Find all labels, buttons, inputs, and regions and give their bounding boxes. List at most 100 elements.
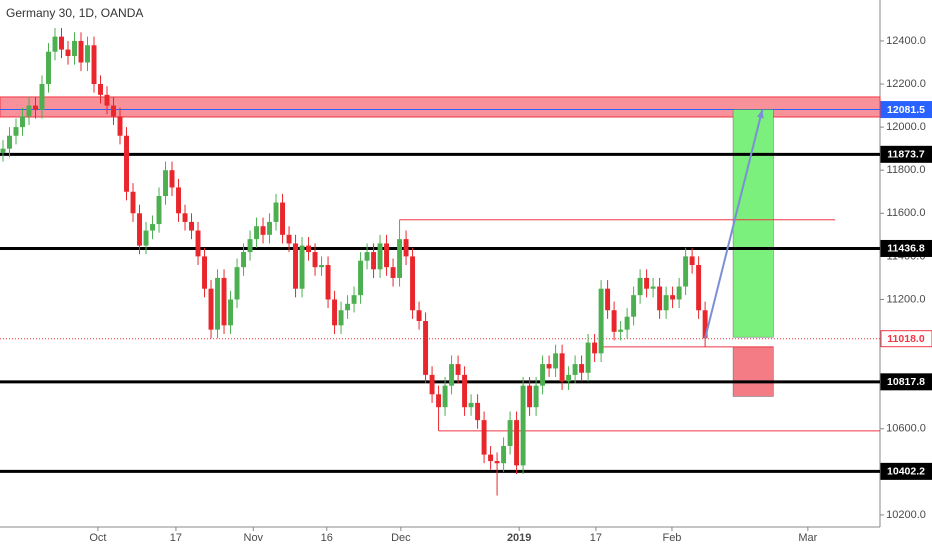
candle-body bbox=[390, 267, 396, 278]
candle-body bbox=[351, 295, 357, 304]
candle-body bbox=[358, 260, 364, 296]
candle-body bbox=[475, 402, 481, 421]
candle-body bbox=[553, 353, 559, 369]
candle-body bbox=[163, 170, 168, 197]
candle-body bbox=[0, 148, 6, 153]
candle-body bbox=[156, 196, 162, 225]
candle-body bbox=[286, 234, 292, 244]
candle-body bbox=[663, 295, 669, 311]
candle-body bbox=[488, 454, 494, 462]
candle-body bbox=[702, 310, 708, 339]
candle-body bbox=[423, 321, 429, 375]
candle-body bbox=[572, 364, 578, 375]
candle-body bbox=[52, 36, 58, 52]
price-label: 10817.8 bbox=[887, 376, 925, 388]
candle-body bbox=[481, 420, 487, 455]
candle-body bbox=[72, 40, 77, 57]
candle-body bbox=[13, 127, 19, 136]
price-label: 11436.8 bbox=[887, 243, 925, 255]
resistance-zone bbox=[0, 96, 881, 118]
candle-body bbox=[559, 353, 565, 382]
candle-body bbox=[429, 374, 435, 395]
candle-body bbox=[111, 105, 116, 117]
candle-body bbox=[683, 256, 689, 287]
candle-body bbox=[20, 116, 25, 128]
candle-body bbox=[644, 277, 650, 289]
candle-body bbox=[579, 364, 585, 373]
candle-body bbox=[306, 245, 312, 253]
candle-body bbox=[462, 374, 468, 408]
y-tick-label: 12200.0 bbox=[886, 78, 926, 90]
candle-body bbox=[293, 243, 299, 289]
candle-body bbox=[208, 288, 214, 330]
candle-body bbox=[520, 385, 526, 466]
candle-body bbox=[468, 402, 474, 408]
candle-body bbox=[631, 295, 637, 317]
x-tick-label: Mar bbox=[798, 532, 817, 544]
candle-body bbox=[260, 226, 266, 235]
candle-body bbox=[182, 213, 188, 222]
candle-body bbox=[403, 239, 409, 257]
x-tick-label: Oct bbox=[89, 532, 106, 544]
candle-body bbox=[59, 36, 64, 50]
candle-body bbox=[338, 310, 344, 326]
candle-body bbox=[618, 329, 624, 332]
arrow-head bbox=[756, 109, 764, 119]
forecast-arrow bbox=[704, 109, 764, 339]
candle-body bbox=[221, 277, 227, 326]
candle-body bbox=[280, 202, 286, 235]
candle-body bbox=[455, 364, 461, 375]
candle-body bbox=[592, 342, 598, 354]
candle-body bbox=[254, 226, 260, 240]
candle-body bbox=[130, 191, 136, 214]
candle-body bbox=[150, 224, 155, 231]
candle-body bbox=[117, 116, 123, 136]
candle-body bbox=[169, 170, 175, 188]
candle-body bbox=[650, 286, 656, 289]
y-tick-label: 11600.0 bbox=[887, 207, 926, 219]
candle-body bbox=[494, 461, 500, 464]
y-tick-label: 10200.0 bbox=[886, 509, 926, 521]
candle-body bbox=[345, 303, 351, 311]
y-tick-label: 12400.0 bbox=[886, 35, 926, 47]
candle-body bbox=[501, 445, 507, 464]
price-label: 10402.2 bbox=[887, 466, 925, 478]
candle-body bbox=[91, 45, 97, 85]
candle-body bbox=[215, 277, 220, 330]
price-label-box bbox=[880, 101, 932, 119]
candle-body bbox=[319, 265, 325, 268]
candle-body bbox=[657, 286, 663, 311]
price-label: 11018.0 bbox=[887, 333, 925, 345]
x-tick-label: 16 bbox=[321, 532, 333, 544]
candle-body bbox=[527, 385, 533, 408]
candle-body bbox=[416, 310, 422, 322]
candle-body bbox=[267, 221, 273, 235]
candle-body bbox=[566, 374, 572, 382]
candle-body bbox=[611, 310, 617, 332]
candle-body bbox=[247, 239, 253, 253]
candle-body bbox=[397, 239, 403, 278]
candle-body bbox=[202, 256, 207, 289]
price-label-box bbox=[880, 462, 932, 480]
candle-body bbox=[325, 265, 331, 300]
x-tick-label: Dec bbox=[391, 532, 411, 544]
price-label-box bbox=[880, 145, 932, 163]
candle-body bbox=[143, 230, 149, 246]
candle-body bbox=[384, 243, 390, 268]
candle-body bbox=[98, 84, 103, 95]
candle-body bbox=[273, 202, 279, 222]
candle-body bbox=[7, 135, 12, 149]
candle-body bbox=[189, 221, 194, 231]
price-label-box bbox=[880, 239, 932, 257]
candle-body bbox=[689, 256, 695, 266]
candle-body bbox=[241, 252, 247, 268]
candle-body bbox=[85, 45, 90, 63]
candle-body bbox=[598, 288, 604, 354]
candle-body bbox=[436, 394, 442, 408]
y-tick-label: 12000.0 bbox=[886, 121, 926, 133]
candle-body bbox=[46, 51, 51, 85]
candle-body bbox=[410, 256, 416, 311]
y-tick-label: 11200.0 bbox=[887, 293, 926, 305]
